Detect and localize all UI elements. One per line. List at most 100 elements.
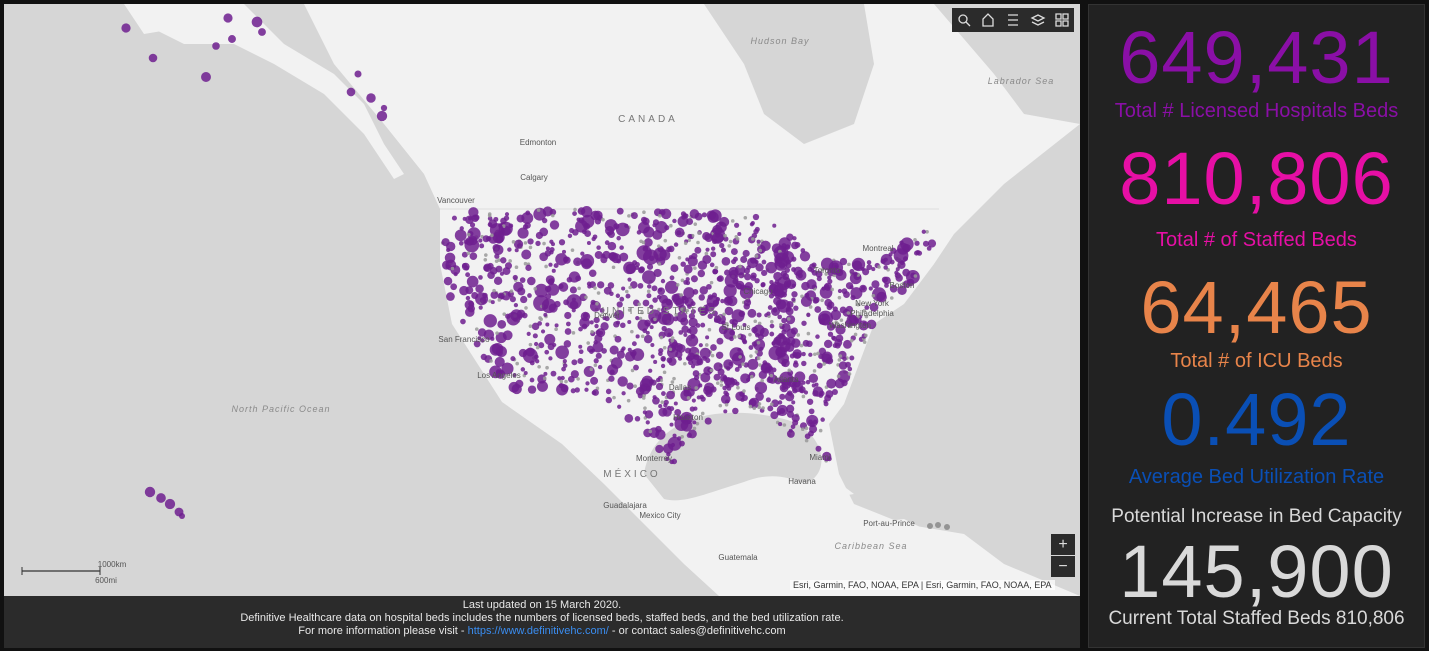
hospital-dot (571, 331, 576, 335)
hospital-dot (578, 344, 583, 349)
hospital-dot (672, 376, 676, 381)
hospital-dot (699, 286, 709, 295)
hospital-dot (641, 375, 654, 388)
hospital-dot (702, 232, 711, 241)
hospital-dot (443, 276, 453, 286)
hospital-dot (366, 93, 376, 103)
hospital-dot (542, 241, 546, 246)
hospital-dot (669, 223, 673, 228)
search-button[interactable] (958, 14, 971, 27)
hospital-dot (698, 343, 703, 348)
hospital-dot (820, 298, 824, 303)
hospital-dot (785, 342, 795, 352)
hospital-dot (704, 417, 712, 425)
hospital-dot (868, 286, 873, 291)
hospital-dot (565, 321, 571, 327)
zoom-in[interactable]: + (1051, 534, 1075, 555)
hospital-dot (652, 229, 663, 240)
hospital-dot (638, 316, 643, 321)
footer: Last updated on 15 March 2020. Definitiv… (4, 596, 1080, 648)
hospital-dot (690, 301, 696, 307)
hospital-dot (813, 352, 817, 357)
hospital-dot (583, 222, 591, 230)
hospital-dot (794, 371, 806, 383)
hospital-dot (785, 262, 792, 269)
zoom-out[interactable]: − (1051, 556, 1075, 577)
hospital-dot (614, 335, 622, 343)
hospital-dot (648, 429, 653, 434)
layers-button[interactable] (1030, 14, 1046, 26)
map-label: Montreal (862, 244, 893, 253)
hospital-dot (818, 318, 826, 325)
hospital-dot (670, 442, 676, 448)
hospital-dot (523, 371, 528, 376)
hospital-dot (864, 333, 868, 338)
hospital-dot (493, 276, 503, 285)
hospital-dot (677, 256, 682, 260)
home-button[interactable] (982, 13, 994, 27)
hospital-dot (474, 327, 479, 331)
map[interactable]: Hudson Bay Labrador Sea CANADA Edmonton … (4, 4, 1080, 596)
hospital-dot (649, 325, 654, 330)
hospital-dot (258, 28, 266, 36)
hospital-dot (498, 232, 504, 238)
hospital-dot (864, 305, 870, 310)
hospital-dot (723, 296, 733, 306)
hospital-dot (509, 296, 516, 303)
hospital-dot (615, 293, 621, 298)
hospital-dot (554, 323, 559, 328)
hospital-dot (614, 309, 625, 320)
hospital-dot (683, 264, 693, 274)
hospital-dot (642, 299, 650, 307)
hospital-dot (845, 361, 851, 368)
hospital-dot (824, 272, 828, 276)
hospital-dot (605, 396, 612, 404)
hospital-dot (658, 347, 664, 354)
link[interactable]: https://www.definitivehc.com/ (467, 625, 609, 637)
hospital-dot (760, 240, 771, 252)
hospital-dot (773, 271, 783, 281)
hospital-dot (927, 239, 937, 248)
hospital-dot (849, 269, 855, 275)
basemap-button[interactable] (1055, 13, 1069, 27)
map-label: Edmonton (520, 138, 556, 147)
hospital-dot (539, 227, 549, 237)
hospital-dot (766, 311, 771, 316)
hospital-dot (753, 228, 759, 235)
hospital-dot (866, 319, 877, 330)
hospital-dot (847, 372, 852, 376)
hospital-dot (544, 250, 552, 257)
legend-button[interactable] (1008, 14, 1018, 26)
hospital-dot (713, 318, 719, 323)
hospital-dot (685, 280, 691, 286)
hospital-dot (743, 215, 748, 220)
hospital-dot (480, 338, 485, 343)
hospital-dot (490, 291, 499, 299)
hospital-dot (631, 341, 637, 347)
hospital-dot (686, 388, 695, 397)
hospital-dot (691, 398, 696, 403)
hospital-dot (609, 345, 619, 355)
hospital-dot (760, 282, 766, 288)
hospital-dot (836, 374, 841, 378)
hospital-dot (693, 266, 697, 270)
hospital-dot (564, 311, 572, 320)
indicator-value: 810,806 (1119, 137, 1394, 220)
hospital-dot (900, 237, 914, 251)
hospital-dot (830, 287, 835, 292)
hospital-dot (212, 42, 220, 50)
labrador-sea (934, 4, 1080, 124)
map-label: Caribbean Sea (834, 541, 907, 551)
map-label: UNITED STATES (602, 306, 718, 317)
hospital-dot (716, 276, 723, 282)
hospital-dot (637, 282, 644, 289)
hospital-dot (655, 444, 664, 454)
hospital-dot (740, 256, 748, 264)
hospital-dot (495, 346, 507, 358)
hospital-dot (595, 329, 601, 336)
hospital-dot (156, 493, 166, 503)
hospital-dot (492, 243, 501, 252)
hospital-dot (469, 222, 476, 228)
hospital-dot (806, 340, 813, 348)
hospital-dot (563, 340, 572, 348)
